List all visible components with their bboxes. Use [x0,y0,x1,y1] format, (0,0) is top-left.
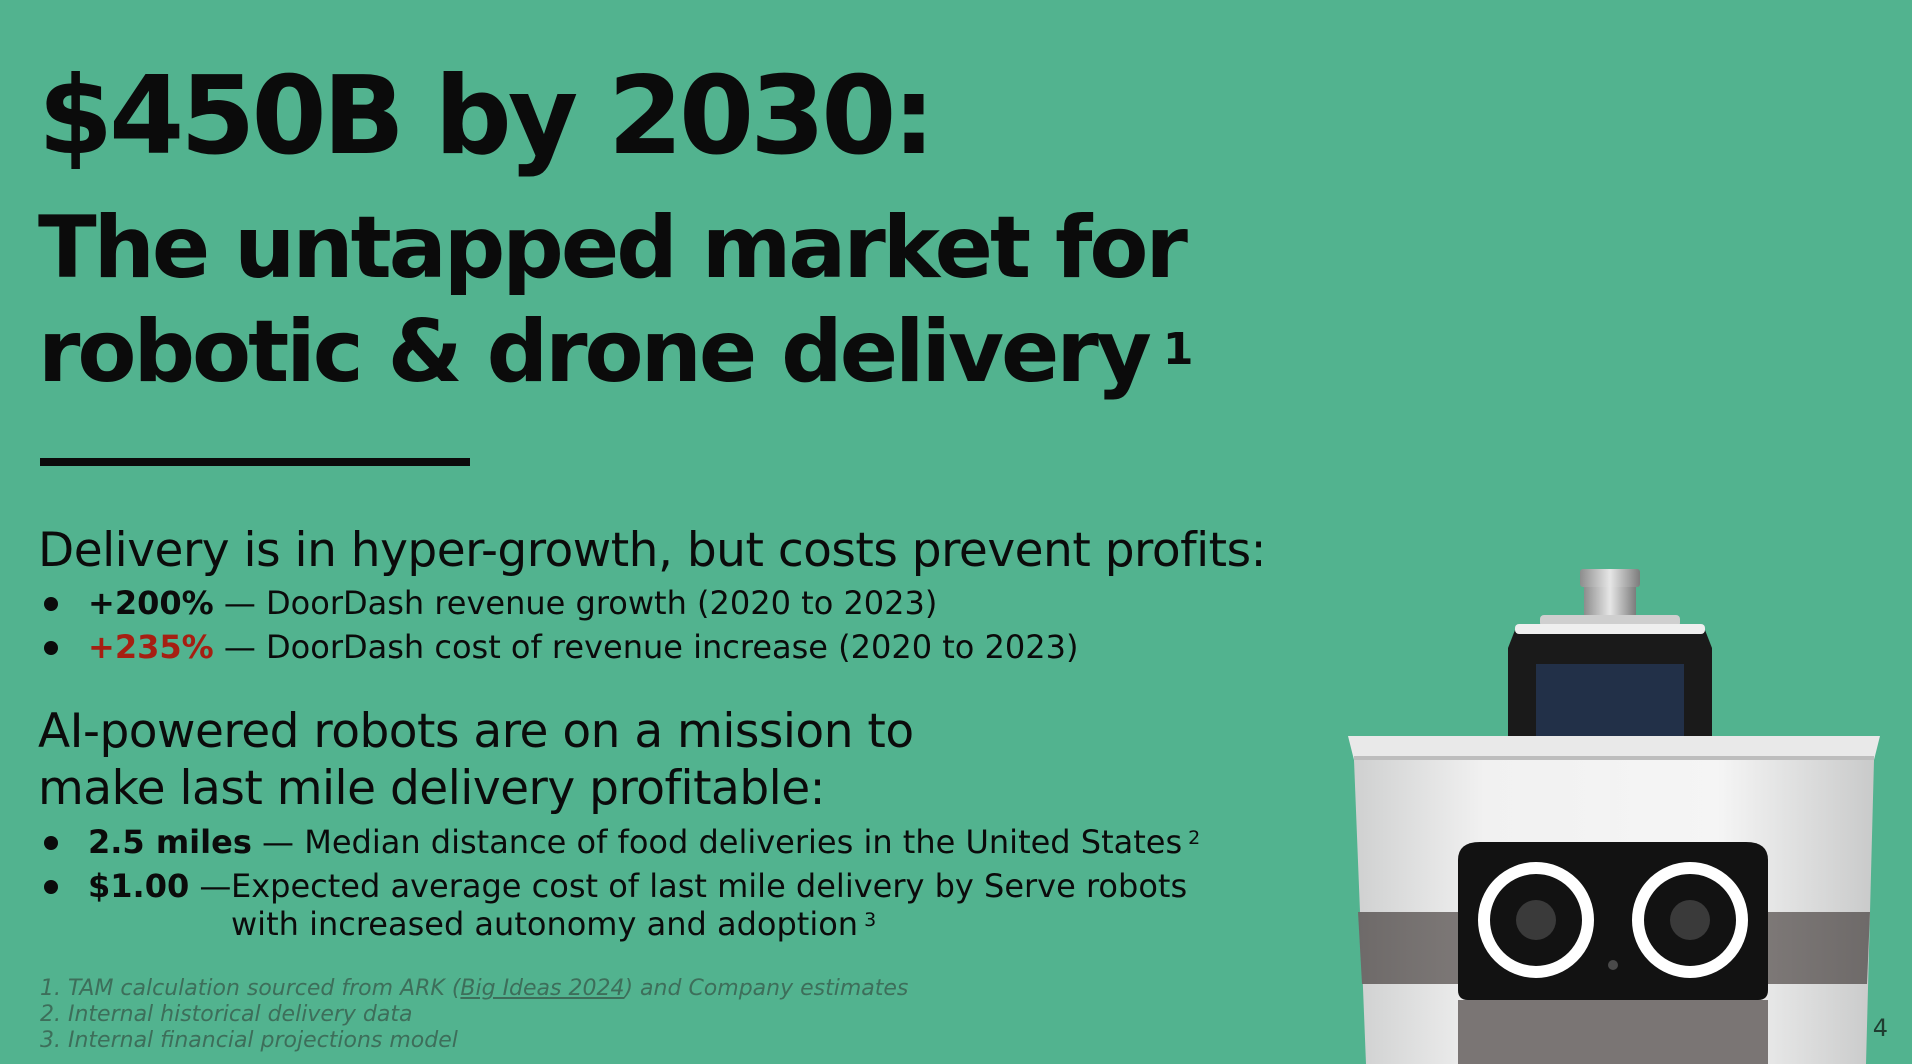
knob-stem [1584,587,1636,615]
bullet-dot [44,597,58,611]
footnote-1-prefix: 1. TAM calculation sourced from ARK ( [40,976,461,1001]
bullet-value: $1.00 [88,867,190,905]
bullet-expected-cost-cont: with increased autonomy and adoption 3 [231,905,876,943]
bullet-dash: — [189,867,242,905]
title-footnote-mark: 1 [1162,324,1194,375]
section-heading-growth: Delivery is in hyper-growth, but costs p… [38,523,1266,578]
right-eye [1632,862,1748,978]
bullet-text: — Median distance of food deliveries in … [251,823,1183,861]
bullet-dot [44,880,58,894]
page-number: 4 [1872,1014,1888,1042]
section-heading-mission-1: AI-powered robots are on a mission to [38,704,914,759]
bullet-text-line2: with increased autonomy and adoption [231,905,859,943]
bullet-dot [44,836,58,850]
lower-panel [1458,1000,1768,1064]
footnote-mark: 3 [864,909,877,931]
face-panel [1458,842,1768,1000]
bullet-cost-increase: +235% — DoorDash cost of revenue increas… [44,628,1078,666]
title-headline: $450B by 2030: [38,54,936,179]
bullet-value: +200% [88,584,214,622]
footnote-3: 3. Internal financial projections model [40,1028,458,1053]
lid [1348,736,1880,760]
title-subline-2-text: robotic & drone delivery [38,302,1152,402]
bullet-value: 2.5 miles [88,823,252,861]
bullet-median-distance: 2.5 miles — Median distance of food deli… [44,823,1200,861]
bullet-expected-cost: $1.00 — Expected average cost of last mi… [44,867,1187,905]
footnote-link-big-ideas[interactable]: Big Ideas 2024 [460,976,625,1001]
head-screen [1536,664,1684,742]
footnote-2: 2. Internal historical delivery data [40,1002,413,1027]
section-heading-mission-2: make last mile delivery profitable: [38,761,826,816]
left-pupil [1516,900,1556,940]
bullet-revenue-growth: +200% — DoorDash revenue growth (2020 to… [44,584,937,622]
bullet-text: — DoorDash cost of revenue increase (202… [213,628,1079,666]
sensor-dot [1608,960,1618,970]
title-subline-1: The untapped market for [38,198,1188,298]
footnote-mark: 2 [1188,827,1201,849]
bullet-dot [44,641,58,655]
left-eye [1478,862,1594,978]
right-pupil [1670,900,1710,940]
divider-rule [40,458,470,466]
bullet-text-line1: Expected average cost of last mile deliv… [231,867,1188,905]
footnote-1: 1. TAM calculation sourced from ARK (Big… [40,976,908,1002]
bullet-text: — DoorDash revenue growth (2020 to 2023) [213,584,938,622]
lid-shadow [1354,756,1874,762]
bullet-value: +235% [88,628,214,666]
footnote-1-suffix: ) and Company estimates [624,976,909,1001]
title-subline-2: robotic & drone delivery 1 [38,300,1193,404]
head-rim [1515,624,1705,634]
delivery-robot-icon [1348,569,1880,1064]
knob-top [1580,569,1640,587]
